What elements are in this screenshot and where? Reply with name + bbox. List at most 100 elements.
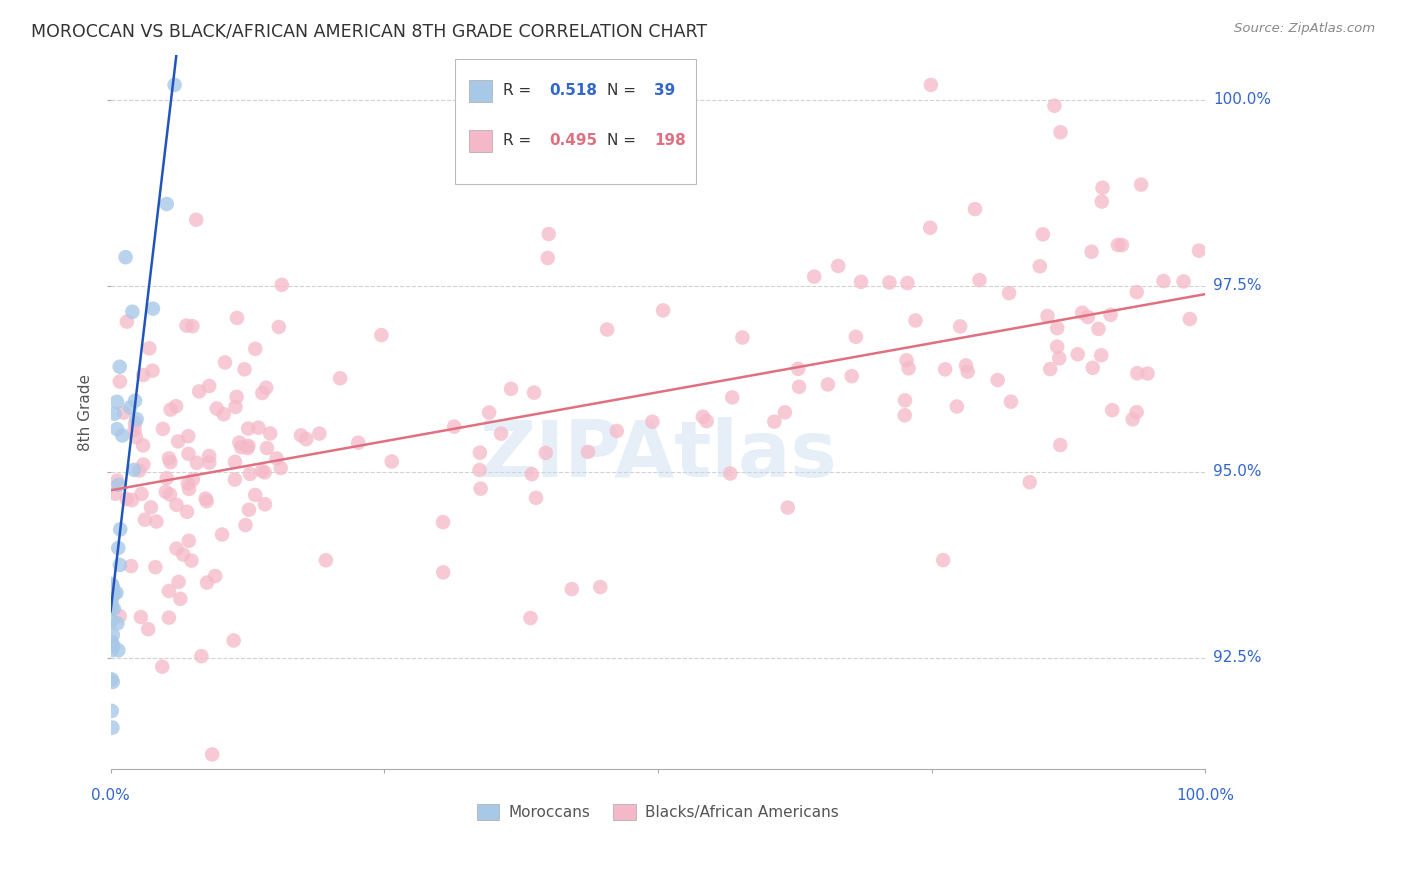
Point xyxy=(112,406,135,420)
Point xyxy=(596,322,619,336)
Point xyxy=(101,721,124,735)
Point xyxy=(245,488,267,502)
Point xyxy=(920,220,942,235)
Point xyxy=(114,250,136,264)
Point xyxy=(177,447,200,461)
Point xyxy=(879,276,901,290)
Text: R =: R = xyxy=(503,133,536,148)
Point xyxy=(904,313,927,327)
Point xyxy=(641,415,664,429)
Text: 92.5%: 92.5% xyxy=(1213,650,1263,665)
Point xyxy=(111,428,134,442)
Text: N =: N = xyxy=(607,133,641,148)
Point xyxy=(159,455,181,469)
Point xyxy=(443,419,465,434)
Point xyxy=(236,441,259,455)
Point xyxy=(478,405,501,419)
Point xyxy=(103,407,125,421)
Point xyxy=(186,212,208,227)
Text: Source: ZipAtlas.com: Source: ZipAtlas.com xyxy=(1234,22,1375,36)
Point xyxy=(100,614,122,628)
Point xyxy=(537,251,560,265)
Y-axis label: 8th Grade: 8th Grade xyxy=(79,374,93,450)
Point xyxy=(105,474,128,488)
Point xyxy=(787,380,810,394)
Point xyxy=(290,428,312,442)
Point xyxy=(270,277,292,292)
Point xyxy=(177,533,200,548)
Point xyxy=(120,401,142,415)
Point xyxy=(1080,244,1102,259)
Point xyxy=(1152,274,1174,288)
Point xyxy=(204,569,226,583)
Point xyxy=(115,315,138,329)
Point xyxy=(1077,310,1099,324)
Point xyxy=(201,747,224,762)
Text: N =: N = xyxy=(607,83,641,98)
Text: 0.495: 0.495 xyxy=(550,133,598,148)
Point xyxy=(107,616,129,631)
Point xyxy=(226,310,249,325)
Point xyxy=(1136,367,1159,381)
Point xyxy=(252,386,274,401)
Point xyxy=(100,600,122,615)
Point xyxy=(108,359,131,374)
Point xyxy=(157,610,180,624)
Point xyxy=(520,467,543,482)
Point xyxy=(124,417,146,431)
Point xyxy=(1081,360,1104,375)
Text: 97.5%: 97.5% xyxy=(1213,278,1263,293)
Point xyxy=(347,435,370,450)
Point xyxy=(101,588,124,602)
Point xyxy=(157,451,180,466)
Point xyxy=(195,575,218,590)
Point xyxy=(1071,306,1094,320)
Point xyxy=(124,393,146,408)
Point xyxy=(1111,238,1133,252)
Point xyxy=(235,518,257,533)
Point xyxy=(105,585,128,599)
Point xyxy=(125,430,148,444)
Point xyxy=(125,412,148,426)
Text: 0.518: 0.518 xyxy=(550,83,598,98)
Point xyxy=(172,548,194,562)
Point xyxy=(524,491,547,505)
Point xyxy=(896,276,918,290)
Point xyxy=(105,394,128,409)
Point xyxy=(731,330,754,344)
Point xyxy=(194,491,217,506)
Point xyxy=(589,580,612,594)
Text: 0.0%: 0.0% xyxy=(91,788,129,803)
Point xyxy=(238,421,260,435)
Point xyxy=(245,342,267,356)
Point xyxy=(100,637,122,651)
Point xyxy=(107,643,129,657)
Point xyxy=(955,359,977,373)
Point xyxy=(718,467,741,481)
Point xyxy=(849,275,872,289)
Point xyxy=(692,409,714,424)
Point xyxy=(159,402,181,417)
Point xyxy=(129,610,152,624)
Point xyxy=(817,377,839,392)
Point xyxy=(108,375,131,389)
Point xyxy=(142,301,165,316)
Point xyxy=(468,463,491,477)
Text: 100.0%: 100.0% xyxy=(1177,788,1234,803)
Point xyxy=(827,259,849,273)
Point xyxy=(576,445,599,459)
Point xyxy=(250,464,273,478)
Point xyxy=(934,362,956,376)
Point xyxy=(561,582,583,596)
Point xyxy=(1046,321,1069,335)
Point xyxy=(103,588,125,602)
Point xyxy=(519,611,541,625)
Point xyxy=(1107,238,1129,252)
Point xyxy=(224,400,246,414)
Point xyxy=(108,558,131,572)
Point xyxy=(166,498,188,512)
Point xyxy=(108,609,131,624)
Point xyxy=(1049,125,1071,139)
Point xyxy=(606,424,628,438)
Point xyxy=(100,643,122,657)
